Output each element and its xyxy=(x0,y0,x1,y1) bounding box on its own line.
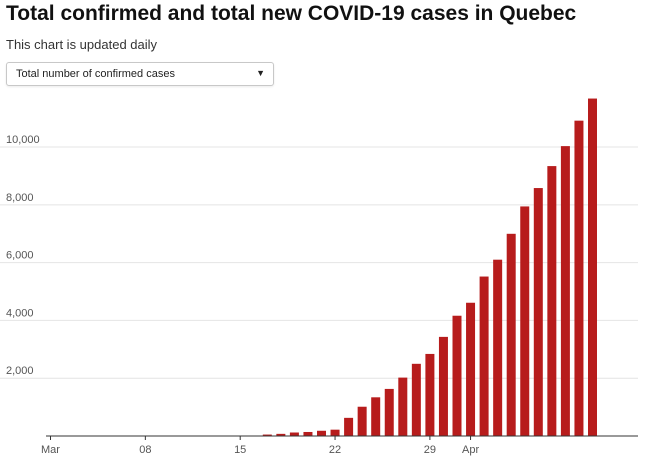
x-tick-label: 15 xyxy=(234,444,246,456)
bar xyxy=(398,377,408,436)
y-tick-label: 10,000 xyxy=(6,134,40,146)
bars xyxy=(262,98,597,437)
y-tick-label: 8,000 xyxy=(6,192,34,204)
bar xyxy=(533,188,543,436)
y-axis-ticks: 2,000 4,000 6,000 8,000 10,000 xyxy=(6,134,40,377)
bar xyxy=(371,397,381,436)
chart-subtitle: This chart is updated daily xyxy=(6,37,158,52)
bar xyxy=(344,417,354,436)
x-tick-label: Apr xyxy=(462,444,479,456)
bar xyxy=(425,353,435,436)
x-axis-ticks: Mar 08 15 22 29 Apr xyxy=(41,436,479,456)
y-tick-label: 2,000 xyxy=(6,365,34,377)
x-tick-label: 08 xyxy=(139,444,151,456)
chart-title: Total confirmed and total new COVID-19 c… xyxy=(6,2,577,25)
bar xyxy=(520,206,530,436)
y-tick-label: 6,000 xyxy=(6,250,34,262)
bar xyxy=(574,120,584,436)
bar xyxy=(493,259,503,436)
x-tick-label: 29 xyxy=(424,444,436,456)
bar xyxy=(452,315,462,436)
caret-down-icon: ▼ xyxy=(256,68,265,78)
bar xyxy=(466,302,476,436)
bar xyxy=(262,434,272,436)
x-tick-label: Mar xyxy=(41,444,60,456)
bar xyxy=(438,336,448,436)
metric-select[interactable]: Total number of confirmed cases ▼ xyxy=(6,62,274,86)
bar xyxy=(384,388,394,436)
bar xyxy=(317,430,326,436)
bar xyxy=(276,433,286,436)
y-tick-label: 4,000 xyxy=(6,307,34,319)
x-tick-label: 22 xyxy=(329,444,341,456)
metric-select-value: Total number of confirmed cases xyxy=(16,68,175,80)
grid-lines xyxy=(0,146,638,379)
bar xyxy=(547,166,557,436)
bar xyxy=(303,431,313,436)
bar xyxy=(289,432,299,436)
bar xyxy=(411,363,421,436)
chart-area: 2,000 4,000 6,000 8,000 10,000 Mar 08 15 22 29 Ap… xyxy=(0,98,638,456)
bar xyxy=(506,233,516,436)
bar xyxy=(588,98,597,437)
bar xyxy=(560,146,570,436)
bar xyxy=(357,406,367,436)
bar xyxy=(479,276,489,436)
bar xyxy=(330,429,340,436)
